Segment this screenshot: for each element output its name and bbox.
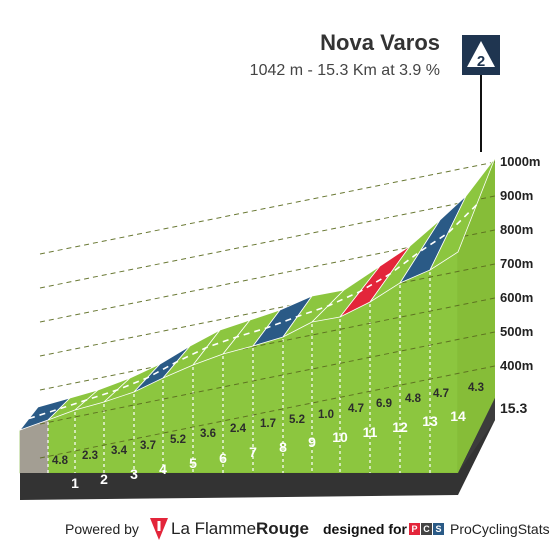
la-flamme-rouge-brand: La FlammeRouge xyxy=(171,519,309,539)
profile-base xyxy=(20,398,495,500)
pcs-letter-c: C xyxy=(421,523,432,535)
profile-segment-face xyxy=(311,316,341,474)
profile-end-face xyxy=(458,158,495,473)
segment-gradient-label: 5.2 xyxy=(170,434,186,446)
pcs-letter-p: P xyxy=(409,523,420,535)
segment-gradient-label: 4.3 xyxy=(468,382,484,394)
segment-gradient-label: 4.8 xyxy=(405,393,422,405)
altitude-label: 1000m xyxy=(500,154,540,169)
segment-gradient-label: 4.7 xyxy=(348,403,364,415)
lfr-brand-a: La Flamme xyxy=(171,519,257,538)
km-label: 5 xyxy=(189,455,197,471)
profile-segment-face xyxy=(282,321,313,474)
km-label: 11 xyxy=(363,424,378,440)
la-flamme-rouge-logo-icon xyxy=(150,518,168,540)
profile-segment-face xyxy=(369,282,401,474)
pcs-letter-s: S xyxy=(433,523,444,535)
climb-profile-chart: 400m 500m 600m 700m 800m 900m 1000m 4.8 2.3 3.4 3.… xyxy=(18,35,540,500)
km-label: 9 xyxy=(308,434,316,450)
mountain-icon xyxy=(467,41,495,67)
altitude-label: 400m xyxy=(500,358,533,373)
distance-end-label: 15.3 xyxy=(500,400,527,416)
km-label: 8 xyxy=(279,439,287,455)
segment-gradient-label: 3.4 xyxy=(111,445,128,457)
segment-gradient-label: 3.6 xyxy=(200,428,216,440)
segment-gradient-label: 4.7 xyxy=(433,388,449,400)
km-label: 2 xyxy=(100,471,108,487)
altitude-label: 900m xyxy=(500,188,533,203)
altitude-label: 700m xyxy=(500,256,533,271)
km-label: 1 xyxy=(71,475,79,491)
designed-for-label: designed for xyxy=(323,521,408,537)
road-center-line xyxy=(28,204,478,420)
profile-segment-face xyxy=(133,377,164,474)
segment-gradient-label: 3.7 xyxy=(140,440,156,452)
pcs-logo-icon: P C S xyxy=(409,523,444,535)
km-label: 3 xyxy=(130,466,138,482)
category-label: 2 xyxy=(477,53,485,70)
segment-gradient-label: 2.3 xyxy=(82,450,98,462)
segment-gradient-label: 4.8 xyxy=(52,455,69,467)
road-segment xyxy=(429,157,496,272)
km-label: 10 xyxy=(332,429,348,445)
altitude-label: 500m xyxy=(500,324,533,339)
km-label: 6 xyxy=(219,450,227,466)
altitude-label: 800m xyxy=(500,222,533,237)
segment-gradient-label: 6.9 xyxy=(376,398,392,410)
climb-summary: 1042 m - 15.3 Km at 3.9 % xyxy=(249,62,440,79)
segment-gradient-label: 1.0 xyxy=(318,409,334,421)
segment-gradient-label: 2.4 xyxy=(230,423,247,435)
km-label: 7 xyxy=(249,444,257,460)
km-label: 13 xyxy=(422,413,438,429)
segment-gradient-label: 1.7 xyxy=(260,418,276,430)
profile-base-end xyxy=(458,398,495,473)
profile-segment-face xyxy=(339,301,371,474)
profile-start-face xyxy=(20,420,48,473)
profile-segment-face xyxy=(103,391,135,474)
segment-gradient-label: 5.2 xyxy=(289,414,305,426)
profile-segment-face xyxy=(74,401,105,474)
profile-segment-face xyxy=(429,251,459,474)
altitude-label: 600m xyxy=(500,290,533,305)
km-label: 12 xyxy=(392,419,408,435)
km-label: 14 xyxy=(450,408,466,424)
climb-title: Nova Varos xyxy=(320,30,440,55)
km-label: 4 xyxy=(159,461,167,477)
powered-by-label: Powered by xyxy=(65,521,139,537)
pcs-brand: ProCyclingStats xyxy=(450,521,550,537)
profile-segment-face xyxy=(399,269,431,474)
footer: Powered by La FlammeRouge designed for P… xyxy=(0,516,555,542)
lfr-brand-b: Rouge xyxy=(256,519,309,538)
